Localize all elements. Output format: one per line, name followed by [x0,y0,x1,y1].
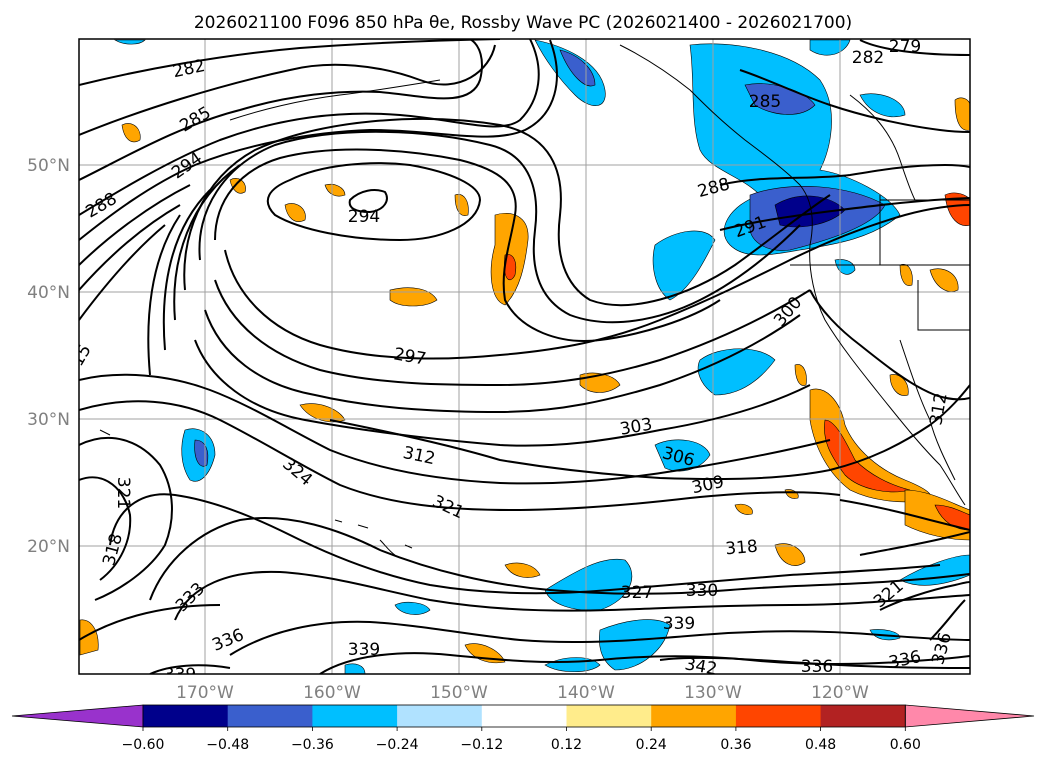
contour-label: 318 [725,537,759,560]
lon-label: 170°W [176,683,234,703]
contour-label: 339 [348,640,380,660]
lat-label: 50°N [27,156,70,176]
colorbar-tick-label: −0.36 [291,737,334,753]
colorbar-tick-label: 0.60 [890,737,921,753]
colorbar-tick-label: 0.36 [720,737,751,753]
colorbar-frame [142,704,906,728]
shaded-anomalies [79,39,970,674]
contour-label: 339 [164,665,196,685]
contour-label: 279 [889,37,921,57]
colorbar-bin [312,705,398,727]
contour-label: 327 [621,583,653,603]
colorbar-bin [143,705,229,727]
colorbar-tick-label: −0.12 [460,737,503,753]
colorbar-tick-label: −0.24 [376,737,419,753]
lon-label: 160°W [303,683,361,703]
contour-label: 336 [801,657,833,677]
contour-label: 342 [683,654,718,679]
colorbar-tick-label: 0.12 [551,737,582,753]
contour-label: 339 [663,614,695,634]
contour-label: 282 [852,48,884,68]
colorbar-tick-label: 0.24 [636,737,667,753]
map-background [79,39,970,674]
colorbar-bin [651,705,737,727]
lon-label: 120°W [811,683,869,703]
map-gridlines [79,39,970,674]
colorbar-tick-label: −0.48 [206,737,249,753]
colorbar-bin [481,705,567,727]
colorbar-bin [397,705,483,727]
contour-label: 285 [749,92,781,112]
contour-label: 294 [348,207,380,227]
lat-label: 40°N [27,283,70,303]
colorbar: −0.60 −0.48 −0.36 −0.24 −0.12 0.12 0.24 0.36 0.4… [11,704,1035,753]
colorbar-bin [820,705,906,727]
colorbar-tick-label: −0.60 [122,737,165,753]
lon-label: 150°W [430,683,488,703]
contour-label: 321 [113,477,133,509]
contour-label: 330 [686,581,718,601]
latitude-labels: 50°N 40°N 30°N 20°N [27,156,70,557]
lon-label: 140°W [557,683,615,703]
longitude-labels: 170°W 160°W 150°W 140°W 130°W 120°W [176,683,869,703]
colorbar-bin [566,705,652,727]
colorbar-tick-label: 0.48 [805,737,836,753]
map-frame [78,38,971,675]
lat-label: 20°N [27,537,70,557]
coastlines [99,44,970,556]
lon-label: 130°W [684,683,742,703]
map-panel: 282 279 282 285 285 294 288 294 288 291 … [78,37,971,685]
colorbar-over-extension [904,704,1035,728]
colorbar-under-extension [11,704,144,728]
theta-e-contours [79,39,970,674]
lat-label: 30°N [27,410,70,430]
colorbar-bin [227,705,313,727]
colorbar-bin [735,705,822,727]
map-title: 2026021100 F096 850 hPa θe, Rossby Wave … [194,13,852,33]
